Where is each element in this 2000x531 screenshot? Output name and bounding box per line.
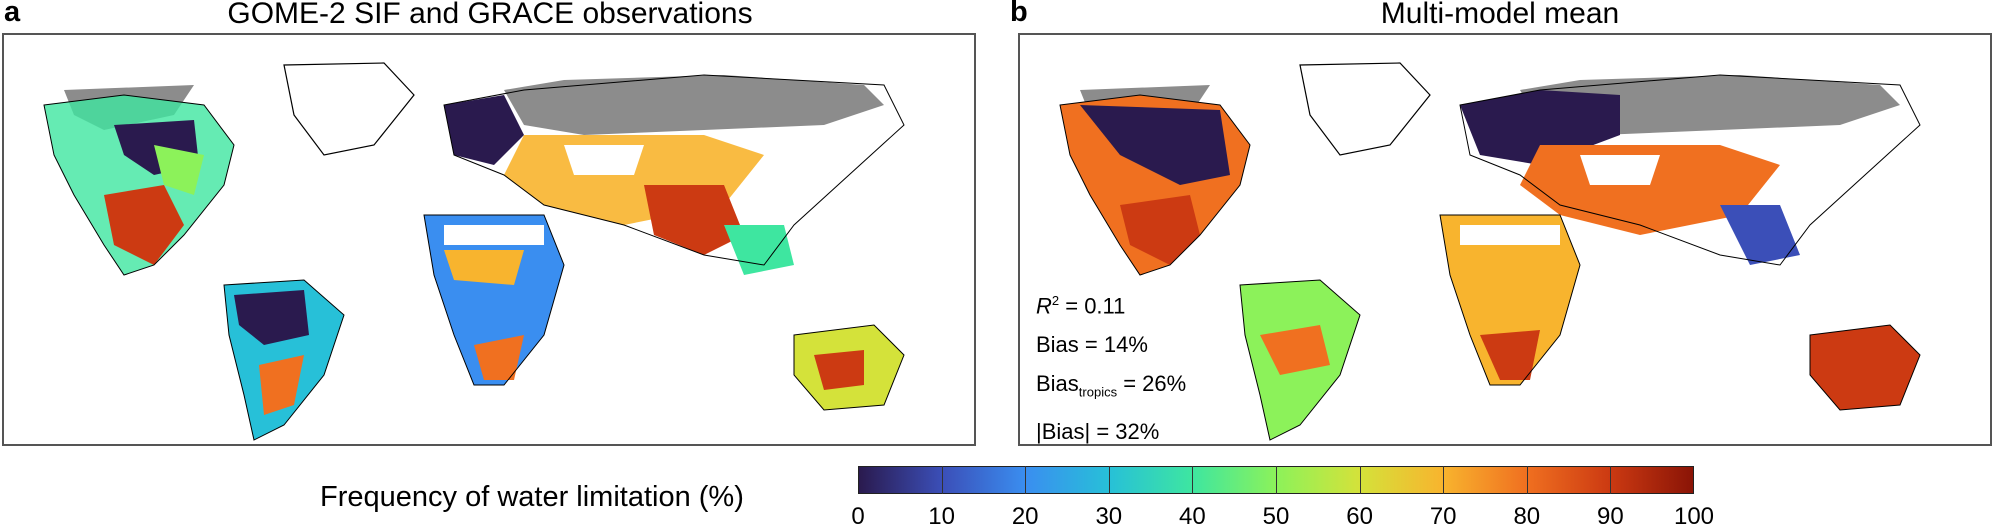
colorbar-tick-mark [1526, 466, 1528, 494]
colorbar-tick-mark [1359, 466, 1361, 494]
greenland-outline [283, 62, 415, 156]
colorbar-tick-label: 40 [1179, 503, 1206, 530]
colorbar-tick-label: 80 [1513, 503, 1541, 530]
stat-bias: Bias = 14% [1036, 332, 1148, 358]
north-america [44, 95, 234, 275]
eurasia-b [1460, 90, 1800, 265]
australia [794, 325, 904, 410]
colorbar-tick-mark [1443, 466, 1445, 494]
colorbar-tick-label: 60 [1346, 503, 1373, 530]
colorbar-tick-label: 20 [1011, 503, 1039, 530]
colorbar-tick-label: 30 [1095, 503, 1123, 530]
coastlines-b [1059, 74, 1921, 441]
south-america [224, 280, 344, 440]
colorbar-tick-label: 100 [1673, 503, 1715, 530]
stat-bias-tropics: Biastropics = 26% [1036, 371, 1187, 400]
colorbar-tick-label: 10 [928, 503, 955, 530]
stats-block: R2 = 0.11 Bias = 14% Biastropics = 26% |… [1036, 281, 1186, 451]
map-multi-model-mean-svg [1059, 62, 1921, 441]
colorbar-tick-mark [1610, 466, 1612, 494]
eurasia [444, 95, 794, 275]
north-america-b [1060, 95, 1250, 275]
map-observations-svg [43, 62, 905, 441]
panel-a-title: GOME-2 SIF and GRACE observations [227, 0, 753, 30]
colorbar-tick-label: 50 [1262, 503, 1290, 530]
africa [424, 215, 564, 385]
stat-abs-bias: |Bias| = 32% [1036, 418, 1160, 444]
greenland-outline-b [1299, 62, 1431, 156]
colorbar-tick-mark [1108, 466, 1110, 494]
coastlines [43, 74, 905, 441]
colorbar-tick-label: 0 [851, 503, 865, 530]
colorbar-tick-mark [941, 466, 943, 494]
colorbar-tick-label: 90 [1597, 503, 1624, 530]
stat-r2: R2 = 0.11 [1036, 293, 1126, 319]
colorbar-tick-label: 70 [1429, 503, 1457, 530]
colorbar-tick-mark [1192, 466, 1194, 494]
colorbar-tick-mark [1025, 466, 1027, 494]
map-multi-model-mean [1018, 33, 1992, 446]
south-america-b [1240, 280, 1360, 440]
africa-b [1440, 215, 1580, 385]
colorbar-label: Frequency of water limitation (%) [320, 481, 744, 513]
panel-b-letter: b [1010, 0, 1028, 28]
australia-b [1810, 325, 1920, 410]
map-observations [2, 33, 976, 446]
colorbar-tick-mark [1276, 466, 1277, 494]
panel-a-letter: a [4, 0, 21, 28]
panel-b-title: Multi-model mean [1380, 0, 1620, 30]
